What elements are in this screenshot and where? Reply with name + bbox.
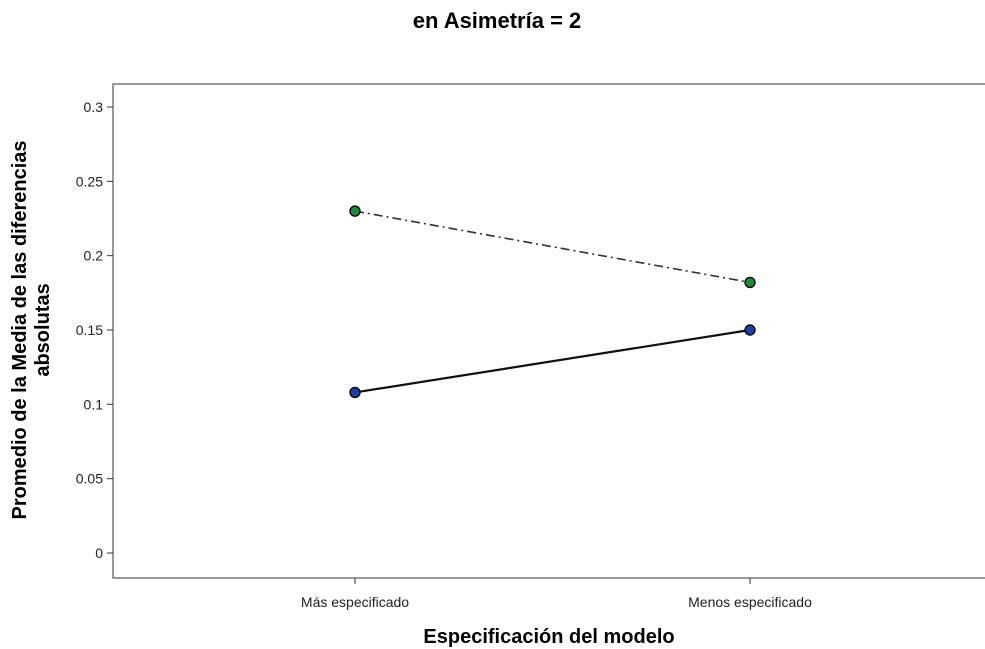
y-tick-label: 0.05 — [76, 471, 103, 487]
plot-border — [112, 83, 985, 579]
y-axis-title-line-2: absolutas — [32, 283, 54, 376]
data-point — [744, 324, 756, 336]
y-tick-label: 0.25 — [76, 173, 103, 189]
series-line-1 — [354, 210, 751, 284]
chart-title: en Asimetría = 2 — [413, 8, 582, 33]
y-tick-label: 0.3 — [84, 99, 104, 115]
data-point — [349, 386, 361, 399]
y-tick-label: 0.2 — [84, 248, 104, 264]
x-tick-label: Más especificado — [301, 594, 409, 610]
x-axis-title: Especificación del modelo — [423, 626, 674, 648]
data-point — [744, 276, 756, 289]
y-tick-label: 0.1 — [84, 396, 104, 412]
x-axis: Más especificado Menos especificado — [301, 578, 812, 610]
y-axis-title-line-1: Promedio de la Media de las diferencias — [9, 140, 31, 519]
y-axis: 0 0.05 0.1 0.15 0.2 0.25 0.3 — [76, 99, 113, 561]
data-point — [349, 205, 361, 217]
y-tick-label: 0 — [95, 545, 103, 561]
y-tick-label: 0.15 — [76, 322, 103, 338]
series-line-2 — [354, 328, 751, 394]
x-tick-label: Menos especificado — [688, 594, 812, 610]
plot-frame — [112, 83, 985, 579]
series-layer — [349, 205, 756, 399]
